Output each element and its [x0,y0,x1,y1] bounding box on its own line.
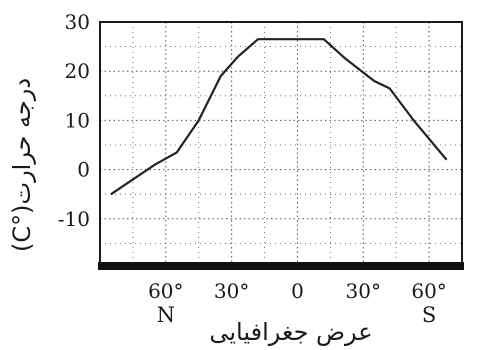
x-tick-labels: 60° 30° 0 30° 60° [148,279,447,303]
south-label: S [422,303,436,327]
x-tick-label: 30° [346,279,381,303]
y-tick-label: -10 [58,207,90,231]
x-tick-label: 0 [291,279,304,303]
y-tick-label: 0 [77,158,90,182]
y-tick-label: 20 [65,59,90,83]
north-label: N [157,303,175,327]
x-tick-label: 30° [214,279,249,303]
y-tick-label: 10 [65,108,90,132]
x-axis-title: عرض جغرافیایی [209,318,372,346]
x-axis-bar [98,262,464,270]
y-tick-label: 30 [65,10,90,34]
x-tick-label: 60° [411,279,446,303]
x-tick-label: 60° [148,279,183,303]
y-axis-title: درجه حرارت(°C) [8,78,36,252]
grid [100,21,462,268]
series-line [110,38,448,196]
y-tick-labels: 30 20 10 0 -10 [58,10,90,231]
